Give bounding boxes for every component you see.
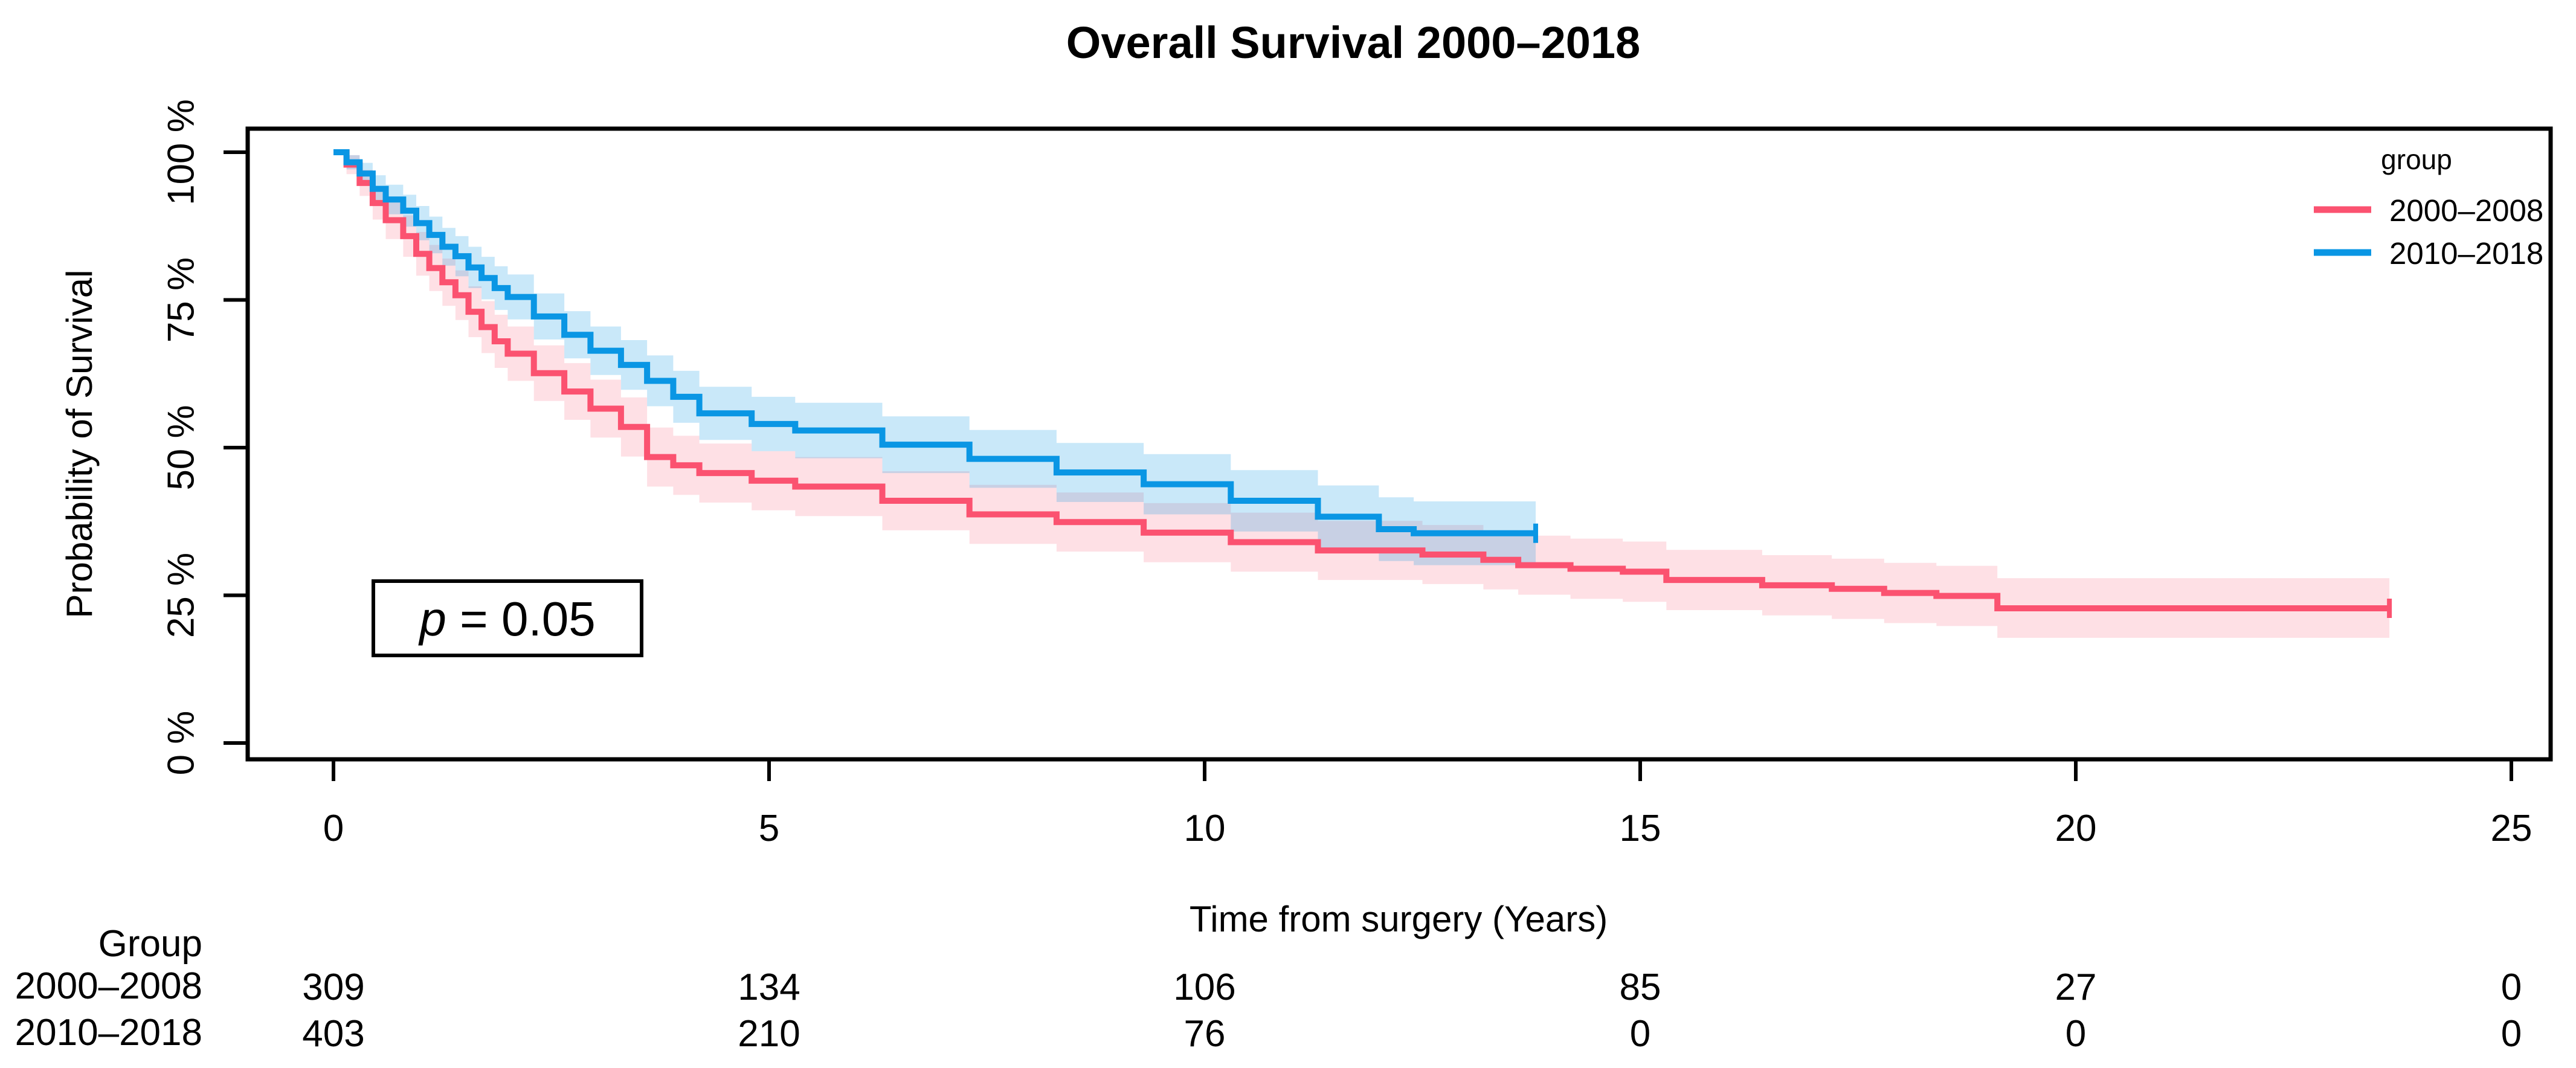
risk-row-label: 2010–2018 bbox=[15, 1012, 202, 1054]
risk-row-label: 2000–2008 bbox=[15, 965, 202, 1007]
legend-entries: 2000–2008 2010–2018 bbox=[2314, 193, 2543, 271]
y-tick-label: 0 % bbox=[161, 711, 202, 776]
chart-title: Overall Survival 2000–2018 bbox=[1066, 18, 1640, 68]
y-tick-label: 75 % bbox=[161, 257, 202, 343]
p-value-border bbox=[372, 579, 643, 657]
p-value-box: p = 0.05 bbox=[372, 579, 643, 657]
legend-title: group bbox=[2381, 144, 2452, 175]
x-tick-label: 5 bbox=[759, 808, 779, 849]
ci-band-2000–2008 bbox=[333, 152, 2390, 638]
risk-count: 27 bbox=[2055, 967, 2097, 1008]
risk-count: 309 bbox=[302, 967, 364, 1008]
risk-count: 85 bbox=[1620, 967, 1661, 1008]
risk-count: 0 bbox=[2066, 1013, 2086, 1055]
x-axis-title: Time from surgery (Years) bbox=[1190, 899, 1608, 939]
risk-count: 0 bbox=[2501, 1013, 2522, 1055]
risk-count: 76 bbox=[1184, 1013, 1226, 1055]
risk-count: 106 bbox=[1173, 967, 1235, 1008]
survival-curves bbox=[333, 149, 2392, 619]
y-tick-label: 50 % bbox=[161, 405, 202, 490]
risk-table-rows: 2000–2008 309 134 106 85 27 0 2010–2018 403 210 76… bbox=[15, 965, 2522, 1055]
x-tick-label: 10 bbox=[1184, 808, 1226, 849]
confidence-bands bbox=[333, 152, 2390, 638]
axis-ticks: 0 5 10 15 20 25 0 % 25 % 50 % 75 % 100 % bbox=[161, 99, 2533, 849]
ci-band-2010–2018 bbox=[333, 152, 1536, 565]
p-value-text: p = 0.05 bbox=[418, 592, 595, 646]
plot-area-border bbox=[245, 126, 2553, 762]
y-tick-label: 100 % bbox=[161, 99, 202, 205]
risk-table: Group 2000–2008 309 134 106 85 27 0 2010–2018 40… bbox=[15, 923, 2522, 1055]
y-axis-title: Probability of Survival bbox=[59, 270, 100, 619]
legend-label-2000–2008: 2000–2008 bbox=[2389, 193, 2543, 228]
risk-count: 0 bbox=[1630, 1013, 1650, 1055]
risk-count: 210 bbox=[738, 1013, 800, 1055]
risk-table-header: Group bbox=[98, 923, 202, 965]
risk-count: 403 bbox=[302, 1013, 364, 1055]
x-tick-label: 15 bbox=[1620, 808, 1661, 849]
y-tick-label: 25 % bbox=[161, 553, 202, 638]
risk-count: 0 bbox=[2501, 967, 2522, 1008]
legend: group 2000–2008 2010–2018 bbox=[2314, 144, 2543, 271]
survival-curve-2000–2008 bbox=[333, 149, 2390, 611]
x-tick-label: 20 bbox=[2055, 808, 2097, 849]
legend-label-2010–2018: 2010–2018 bbox=[2389, 236, 2543, 271]
x-tick-label: 25 bbox=[2491, 808, 2533, 849]
risk-count: 134 bbox=[738, 967, 800, 1008]
x-tick-label: 0 bbox=[323, 808, 344, 849]
survival-curve-2010–2018 bbox=[333, 149, 1536, 536]
